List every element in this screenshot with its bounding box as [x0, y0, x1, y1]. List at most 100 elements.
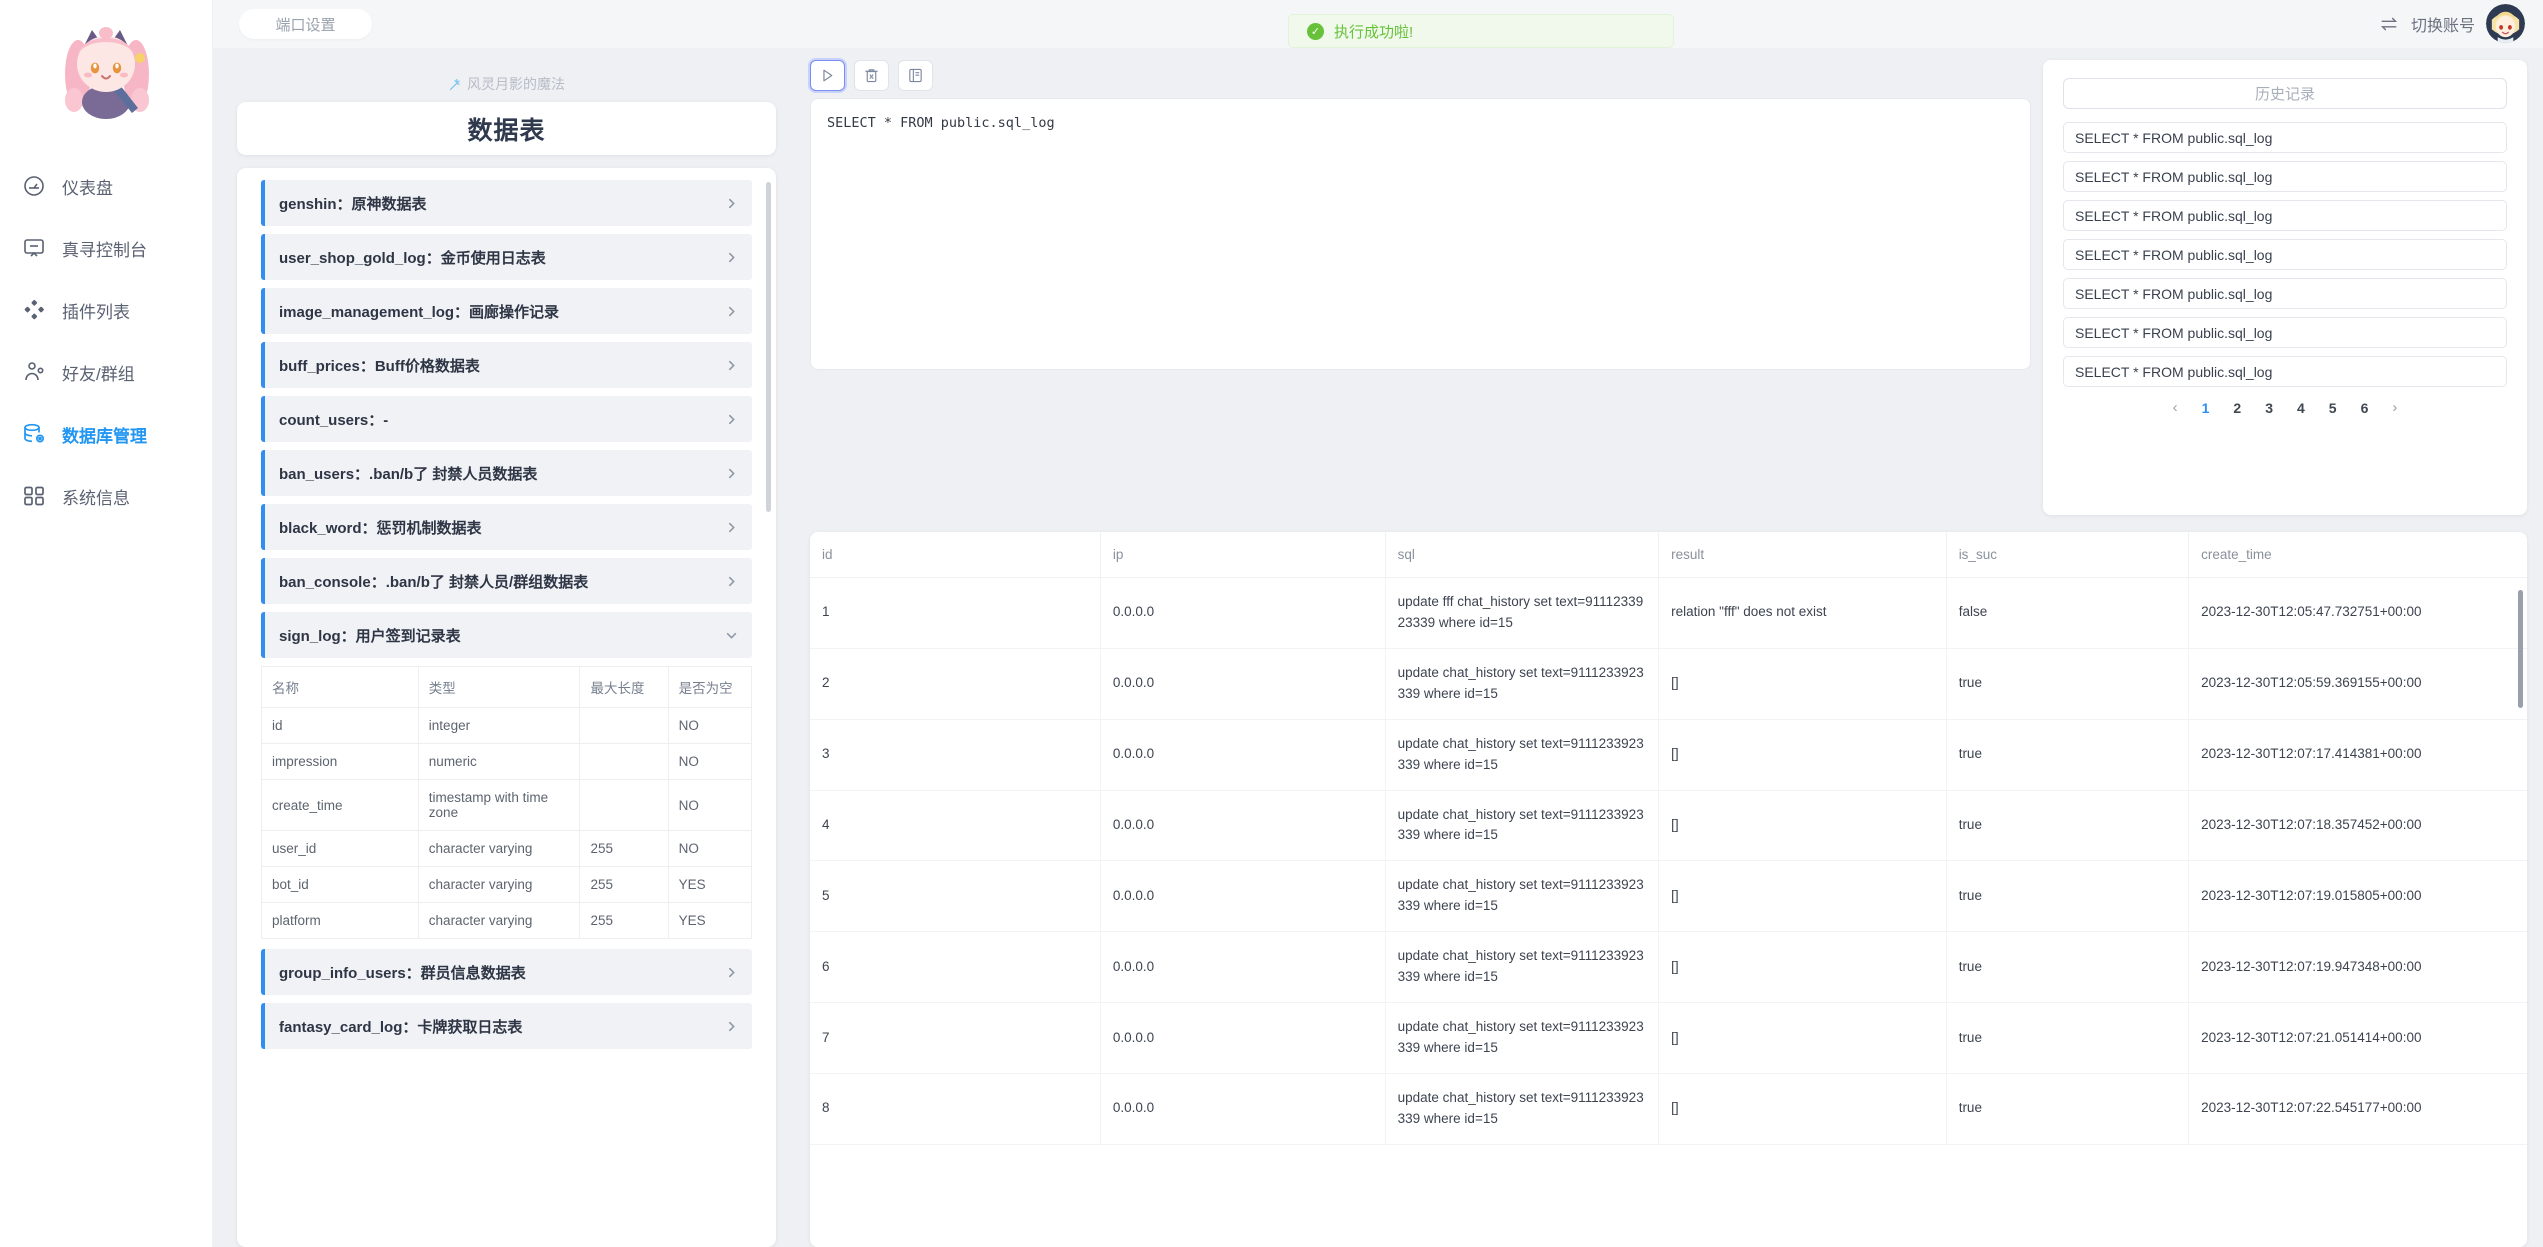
table-list-item[interactable]: ban_console：.ban/b了 封禁人员/群组数据表: [261, 558, 752, 604]
sidebar-item-label: 插件列表: [62, 302, 130, 322]
history-item[interactable]: SELECT * FROM public.sql_log: [2063, 122, 2507, 153]
page-button-2[interactable]: 2: [2233, 399, 2242, 416]
history-item[interactable]: SELECT * FROM public.sql_log: [2063, 200, 2507, 231]
clear-query-button[interactable]: [854, 60, 889, 91]
table-list-item[interactable]: group_info_users：群员信息数据表: [261, 949, 752, 995]
results-table: id ip sql result is_suc create_time 1 0.…: [810, 532, 2527, 1145]
cell-sql: update chat_history set text=91112339233…: [1385, 1002, 1660, 1074]
results-scrollbar[interactable]: [2518, 590, 2523, 708]
history-item[interactable]: SELECT * FROM public.sql_log: [2063, 356, 2507, 387]
sidebar-item-plugins[interactable]: 插件列表: [22, 290, 212, 330]
table-list-item[interactable]: count_users：-: [261, 396, 752, 442]
cell-is-suc: true: [1946, 860, 2190, 933]
schema-cell-type: character varying: [417, 830, 581, 867]
friends-groups-icon: [25, 362, 44, 381]
table-list-item-label: image_management_log：画廊操作记录: [279, 303, 560, 321]
cell-is-suc: true: [1946, 790, 2190, 862]
page-button-4[interactable]: 4: [2297, 399, 2305, 416]
sidebar-item-console[interactable]: 真寻控制台: [22, 228, 212, 268]
cell-result: []: [1658, 719, 1947, 791]
cell-create-time: 2023-12-30T12:05:47.732751+00:00: [2188, 577, 2527, 649]
tables-list-scrollbar[interactable]: [766, 182, 771, 512]
results-header-row: id ip sql result is_suc create_time: [810, 532, 2527, 578]
table-list-item[interactable]: user_shop_gold_log：金币使用日志表: [261, 234, 752, 280]
cell-is-suc: true: [1946, 648, 2190, 720]
editor-toolbar: [810, 60, 2031, 91]
schema-cell-type: integer: [417, 707, 581, 744]
swap-icon: [2380, 17, 2398, 30]
table-list-item[interactable]: buff_prices：Buff价格数据表: [261, 342, 752, 388]
topbar: 端口设置 ✓ 执行成功啦! 切换账号: [213, 0, 2543, 48]
table-list-item[interactable]: ban_users：.ban/b了 封禁人员数据表: [261, 450, 752, 496]
sidebar-item-system-info[interactable]: 系统信息: [22, 476, 212, 516]
table-list-item-label: group_info_users：群员信息数据表: [279, 964, 526, 982]
results-col-sql: sql: [1385, 532, 1660, 578]
database-icon: [24, 423, 45, 443]
chevron-right-icon[interactable]: ›: [2392, 399, 2398, 416]
cell-result: []: [1658, 931, 1947, 1004]
cell-id: 2: [810, 648, 1101, 720]
sql-input[interactable]: SELECT * FROM public.sql_log: [810, 98, 2031, 370]
page-button-1[interactable]: 1: [2201, 399, 2210, 416]
sidebar-item-dashboard[interactable]: 仪表盘: [22, 166, 212, 206]
chevron-left-icon[interactable]: ‹: [2172, 399, 2178, 416]
cell-id: 7: [810, 1002, 1101, 1074]
schema-cell-type: timestamp with time zone: [417, 779, 581, 831]
table-list-item[interactable]: image_management_log：画廊操作记录: [261, 288, 752, 334]
table-list-item-label: ban_users：.ban/b了 封禁人员数据表: [279, 465, 538, 483]
table-row: 4 0.0.0.0 update chat_history set text=9…: [810, 790, 2527, 862]
cell-sql: update fff chat_history set text=9111233…: [1385, 577, 1660, 649]
cell-ip: 0.0.0.0: [1100, 1002, 1386, 1074]
page-button-3[interactable]: 3: [2265, 399, 2273, 416]
table-list-item-label: fantasy_card_log：卡牌获取日志表: [279, 1018, 523, 1036]
cell-id: 8: [810, 1073, 1101, 1145]
history-item[interactable]: SELECT * FROM public.sql_log: [2063, 239, 2507, 270]
table-list-item-label: sign_log：用户签到记录表: [279, 627, 461, 645]
cell-sql: update chat_history set text=91112339233…: [1385, 860, 1660, 933]
book-doc-icon: [909, 68, 922, 83]
history-item[interactable]: SELECT * FROM public.sql_log: [2063, 317, 2507, 348]
history-title-button[interactable]: 历史记录: [2063, 78, 2507, 109]
magic-wand-icon: [449, 78, 460, 90]
schema-cell-maxlen: [579, 779, 669, 831]
schema-row: create_time timestamp with time zone NO: [261, 779, 753, 831]
table-list-item-label: user_shop_gold_log：金币使用日志表: [279, 249, 546, 267]
page-button-5[interactable]: 5: [2328, 399, 2337, 416]
sidebar-item-label: 数据库管理: [62, 426, 147, 446]
page-button-6[interactable]: 6: [2360, 399, 2369, 416]
tables-panel-title-card: 数据表: [237, 102, 776, 155]
user-avatar[interactable]: [2486, 4, 2525, 43]
open-docs-button[interactable]: [898, 60, 933, 91]
table-row: 3 0.0.0.0 update chat_history set text=9…: [810, 719, 2527, 791]
magic-tagline-text: 风灵月影的魔法: [467, 76, 565, 92]
table-list-item-expanded[interactable]: sign_log：用户签到记录表: [261, 612, 752, 658]
schema-row: user_id character varying 255 NO: [261, 830, 753, 867]
chevron-down-icon: [726, 632, 737, 639]
schema-cell-name: impression: [261, 743, 419, 780]
history-item[interactable]: SELECT * FROM public.sql_log: [2063, 278, 2507, 309]
table-list-item[interactable]: black_word：惩罚机制数据表: [261, 504, 752, 550]
cell-create-time: 2023-12-30T12:07:21.051414+00:00: [2188, 1002, 2527, 1074]
cell-result: []: [1658, 860, 1947, 933]
sidebar-item-database[interactable]: 数据库管理: [22, 414, 212, 454]
sidebar-item-friends-groups[interactable]: 好友/群组: [22, 352, 212, 392]
schema-row: platform character varying 255 YES: [261, 902, 753, 939]
table-list-item[interactable]: genshin：原神数据表: [261, 180, 752, 226]
cell-is-suc: true: [1946, 1002, 2190, 1074]
run-query-button[interactable]: [810, 60, 845, 91]
history-item[interactable]: SELECT * FROM public.sql_log: [2063, 161, 2507, 192]
schema-cell-type: character varying: [417, 902, 581, 939]
toast-message: 执行成功啦!: [1334, 23, 1414, 41]
chevron-right-icon: [728, 468, 735, 478]
cell-ip: 0.0.0.0: [1100, 648, 1386, 720]
switch-account-button[interactable]: 切换账号: [2378, 4, 2525, 43]
sidebar-item-label: 好友/群组: [62, 364, 135, 384]
magic-tagline: 风灵月影的魔法: [237, 66, 776, 102]
results-col-result: result: [1658, 532, 1947, 578]
cell-id: 3: [810, 719, 1101, 791]
schema-cell-name: platform: [261, 902, 419, 939]
cell-sql: update chat_history set text=91112339233…: [1385, 931, 1660, 1004]
table-list-item[interactable]: fantasy_card_log：卡牌获取日志表: [261, 1003, 752, 1049]
port-settings-button[interactable]: 端口设置: [239, 9, 372, 39]
